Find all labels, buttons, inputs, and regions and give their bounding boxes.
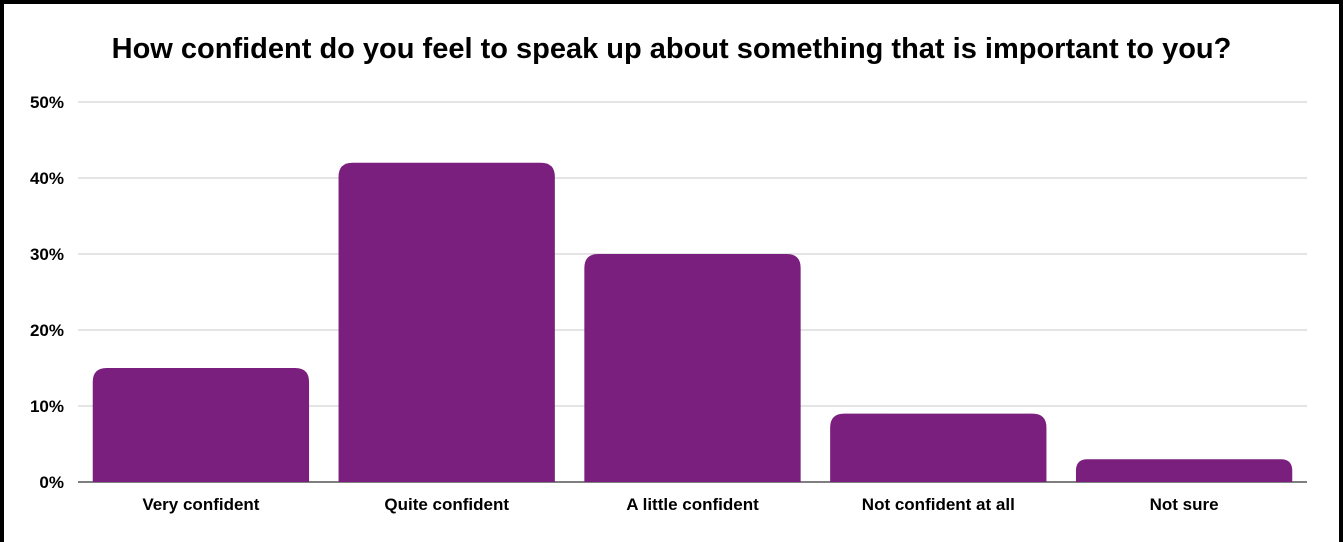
x-category-label: Quite confident <box>384 495 509 514</box>
x-category-label: Not sure <box>1150 495 1219 514</box>
y-tick-label: 0% <box>39 473 64 492</box>
bar-a-little-confident <box>584 254 801 482</box>
bar-quite-confident <box>338 162 555 483</box>
y-tick-label: 50% <box>30 93 64 112</box>
bar-not-confident-at-all <box>830 413 1047 482</box>
x-axis-category-labels: Very confident Quite confident A little co… <box>142 495 1218 514</box>
x-category-label: Very confident <box>142 495 259 514</box>
x-category-label: Not confident at all <box>862 495 1015 514</box>
y-tick-label: 10% <box>30 397 64 416</box>
chart-title: How confident do you feel to speak up ab… <box>111 33 1232 65</box>
bar-very-confident <box>92 368 310 482</box>
y-tick-label: 20% <box>30 321 64 340</box>
x-category-label: A little confident <box>626 495 759 514</box>
y-axis-tick-labels: 0% 10% 20% 30% 40% 50% <box>30 93 64 492</box>
bar-not-sure <box>1075 459 1293 482</box>
y-tick-label: 30% <box>30 245 64 264</box>
bars <box>92 162 1293 483</box>
y-tick-label: 40% <box>30 169 64 188</box>
